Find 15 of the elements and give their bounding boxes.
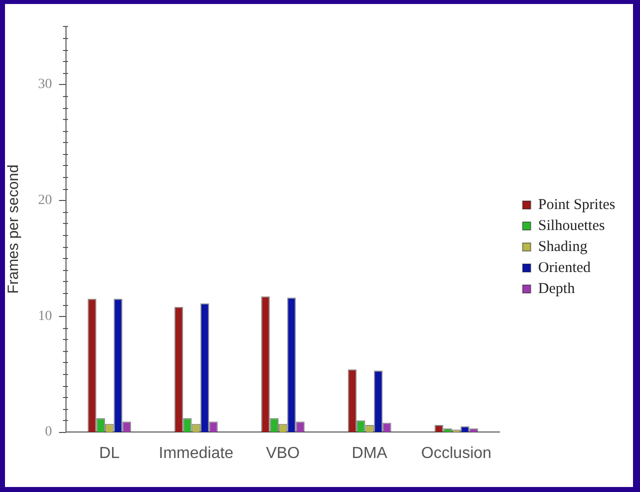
y-tick-label: 10 <box>38 308 52 324</box>
legend-label: Depth <box>538 280 576 297</box>
x-tick-label: VBO <box>266 445 300 462</box>
legend-label: Point Sprites <box>538 196 616 213</box>
legend-label: Silhouettes <box>538 218 605 234</box>
x-tick-label: DMA <box>352 445 388 462</box>
legend-label: Oriented <box>538 260 592 276</box>
y-tick-label: 20 <box>38 192 52 208</box>
legend-label: Shading <box>538 238 588 255</box>
y-tick-label: 0 <box>45 424 52 440</box>
x-tick-label: Occlusion <box>421 445 492 462</box>
x-tick-label: DL <box>99 445 120 462</box>
y-tick-label: 30 <box>38 77 52 92</box>
y-axis-title: Frames per second <box>5 164 22 294</box>
x-tick-label: Immediate <box>158 445 234 462</box>
